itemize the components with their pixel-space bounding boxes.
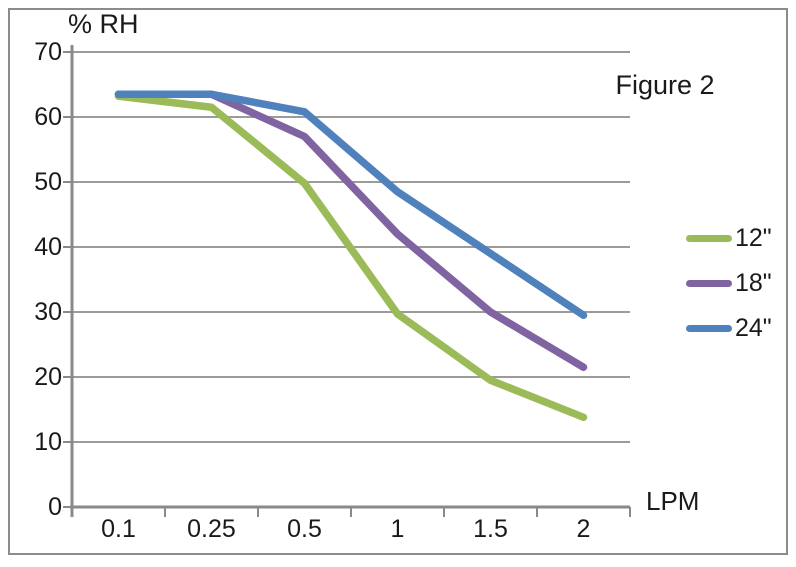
- y-tick-label-20: 20: [34, 363, 62, 391]
- series-line-18in: [114, 90, 588, 371]
- legend-item-18in: 18": [686, 268, 772, 298]
- legend-label: 12": [735, 223, 772, 252]
- x-tick-label-1.5: 1.5: [473, 515, 508, 543]
- y-tick-label-10: 10: [34, 428, 62, 456]
- series-line-12in: [114, 92, 588, 422]
- legend-swatch-icon: [686, 234, 732, 242]
- y-tick-label-70: 70: [34, 38, 62, 66]
- x-tick-label-2: 2: [576, 515, 591, 543]
- y-tick-label-40: 40: [34, 233, 62, 261]
- y-tick-label-30: 30: [34, 298, 62, 326]
- legend-item-12in: 12": [686, 223, 772, 253]
- legend-swatch-icon: [686, 324, 732, 332]
- legend-swatch-icon: [686, 279, 732, 287]
- y-axis-label: % RH: [68, 9, 139, 39]
- x-tick-label-0.1: 0.1: [101, 515, 136, 543]
- chart-legend: 12" 18" 24": [686, 223, 772, 358]
- chart-title: Figure 2: [615, 70, 715, 100]
- legend-item-24in: 24": [686, 313, 772, 343]
- y-tick-label-50: 50: [34, 168, 62, 196]
- series-line-24in: [114, 90, 588, 319]
- y-tick-label-60: 60: [34, 103, 62, 131]
- legend-label: 18": [735, 268, 772, 297]
- y-tick-label-0: 0: [48, 493, 62, 521]
- x-tick-label-0.25: 0.25: [187, 515, 236, 543]
- x-axis-label: LPM: [646, 486, 700, 516]
- x-tick-label-0.5: 0.5: [287, 515, 322, 543]
- legend-label: 24": [735, 313, 772, 342]
- x-tick-label-1: 1: [390, 515, 405, 543]
